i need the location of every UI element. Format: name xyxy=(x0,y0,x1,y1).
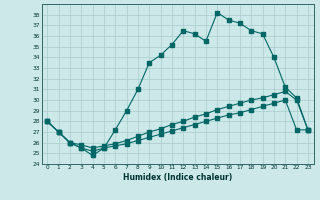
X-axis label: Humidex (Indice chaleur): Humidex (Indice chaleur) xyxy=(123,173,232,182)
